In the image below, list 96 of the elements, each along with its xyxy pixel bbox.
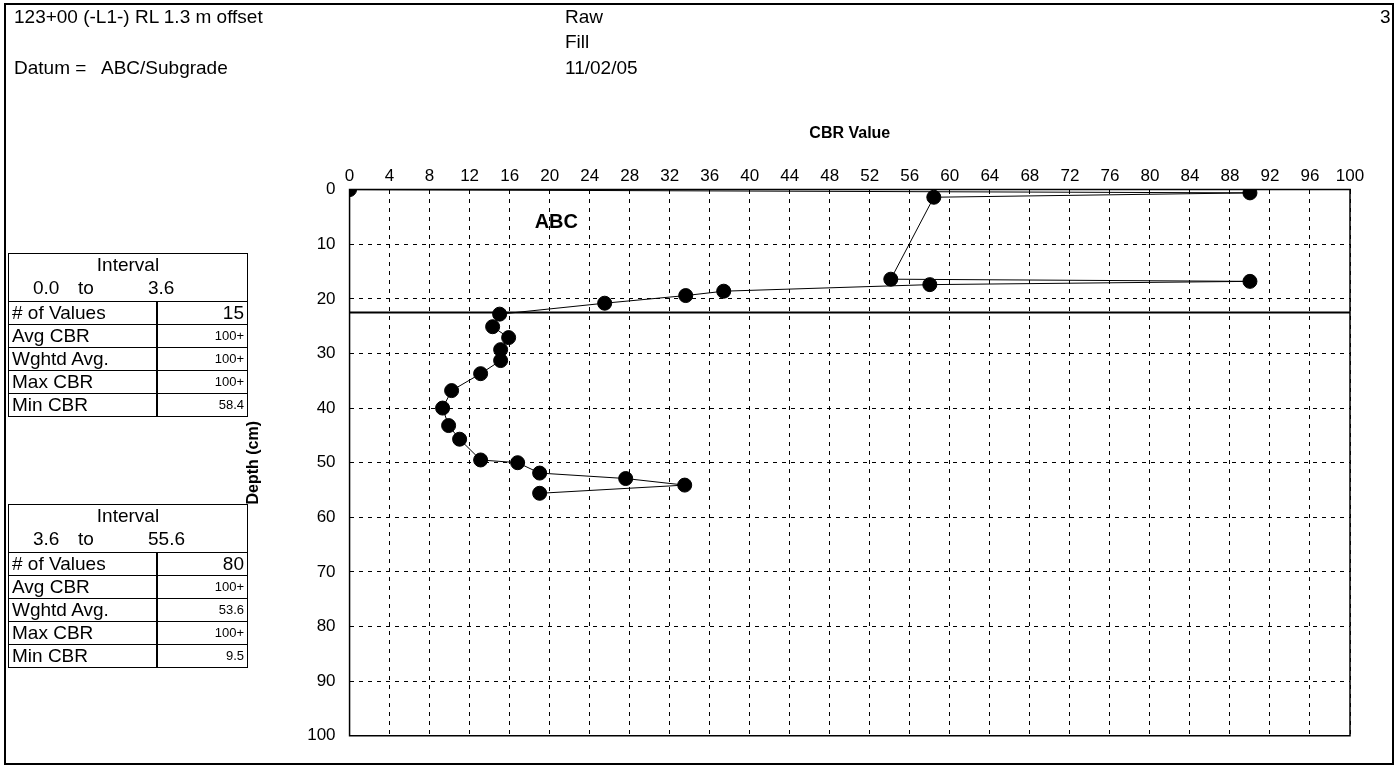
x-tick-label: 100	[1335, 166, 1365, 186]
text: Max CBR	[8, 621, 158, 645]
x-tick-label: 8	[424, 166, 435, 186]
point	[501, 330, 517, 346]
text: # of Values	[8, 552, 158, 576]
x-tick-label: 60	[940, 166, 960, 186]
x-tick-label: 64	[980, 166, 1000, 186]
text: 53.6	[156, 598, 248, 622]
y-tick-label: 30	[316, 343, 336, 363]
x-tick-label: 96	[1300, 166, 1320, 186]
y-tick-label: 50	[316, 452, 336, 472]
text: Wghtd Avg.	[8, 347, 158, 371]
y-tick-label: 40	[316, 397, 336, 417]
text: 100+	[156, 370, 248, 394]
point	[473, 452, 489, 468]
y-tick-label: 100	[307, 725, 336, 745]
y-tick-label: 70	[316, 561, 336, 581]
point	[441, 418, 457, 434]
x-tick-label: 68	[1020, 166, 1040, 186]
x-tick-label: 80	[1140, 166, 1160, 186]
text: Avg CBR	[8, 575, 158, 599]
x-tick-label: 92	[1260, 166, 1280, 186]
text: 100+	[156, 347, 248, 371]
x-tick-label: 16	[500, 166, 520, 186]
point	[485, 319, 501, 335]
text: to	[78, 528, 94, 550]
x-tick-label: 28	[620, 166, 640, 186]
text: Raw	[565, 6, 604, 28]
y-tick-label: 60	[316, 507, 336, 527]
point	[597, 295, 613, 311]
text: 9.5	[156, 644, 248, 668]
text: to	[78, 277, 94, 299]
x-tick-label: 32	[660, 166, 680, 186]
point	[532, 465, 548, 481]
x-tick-label: 20	[540, 166, 560, 186]
text: Max CBR	[8, 370, 158, 394]
annotation: ABC	[534, 209, 578, 232]
text: 100+	[156, 621, 248, 645]
text: Min CBR	[8, 644, 158, 668]
text: Wghtd Avg.	[8, 598, 158, 622]
text: ABC/Subgrade	[101, 57, 228, 79]
point	[444, 383, 460, 399]
x-tick-label: 24	[580, 166, 600, 186]
x-tick-label: 48	[820, 166, 840, 186]
text: 15	[156, 301, 248, 325]
y-tick-label: 80	[316, 616, 336, 636]
x-tick-label: 72	[1060, 166, 1080, 186]
y-tick-label: 20	[316, 288, 336, 308]
text: Interval	[96, 254, 160, 275]
text: Fill	[565, 31, 590, 53]
y-tick-label: 90	[316, 670, 336, 690]
text: 3.6	[33, 528, 60, 550]
y-tick-label: 10	[316, 233, 336, 253]
text: Min CBR	[8, 393, 158, 417]
text: # of Values	[8, 301, 158, 325]
text: 0.0	[33, 277, 60, 299]
x-tick-label: 88	[1220, 166, 1240, 186]
x-tick-label: 12	[460, 166, 480, 186]
point	[677, 477, 693, 493]
text: 100+	[156, 575, 248, 599]
text: 3.6	[148, 277, 175, 299]
x-tick-label: 56	[900, 166, 920, 186]
text: 100+	[156, 324, 248, 348]
y-tick-label: 0	[326, 179, 336, 199]
x-tick-label: 76	[1100, 166, 1120, 186]
x-tick-label: 44	[780, 166, 800, 186]
point	[473, 366, 489, 382]
point	[716, 283, 732, 299]
text: Interval	[96, 505, 160, 526]
text: Avg CBR	[8, 324, 158, 348]
x-tick-label: 4	[384, 166, 395, 186]
x-tick-label: 40	[740, 166, 760, 186]
text: 58.4	[156, 393, 248, 417]
x-tick-label: 0	[344, 166, 355, 186]
text: 123+00 (-L1-) RL 1.3 m offset	[14, 6, 263, 28]
point	[618, 471, 634, 487]
point	[922, 277, 938, 293]
x-axis-title: CBR Value	[809, 124, 891, 142]
x-tick-label: 84	[1180, 166, 1200, 186]
text: Datum =	[14, 57, 87, 79]
point	[883, 271, 899, 287]
x-tick-label: 36	[700, 166, 720, 186]
text: 11/02/05	[565, 57, 638, 79]
text: 3	[1380, 6, 1391, 28]
point	[493, 353, 509, 369]
point	[452, 431, 468, 447]
point	[510, 455, 526, 471]
x-tick-label: 52	[860, 166, 880, 186]
point	[1242, 273, 1258, 289]
point	[435, 400, 451, 416]
text: 80	[156, 552, 248, 576]
point	[532, 485, 548, 501]
text: 55.6	[148, 528, 185, 550]
point	[926, 189, 942, 205]
point	[678, 288, 694, 304]
y-axis-title: Depth (cm)	[244, 420, 262, 505]
